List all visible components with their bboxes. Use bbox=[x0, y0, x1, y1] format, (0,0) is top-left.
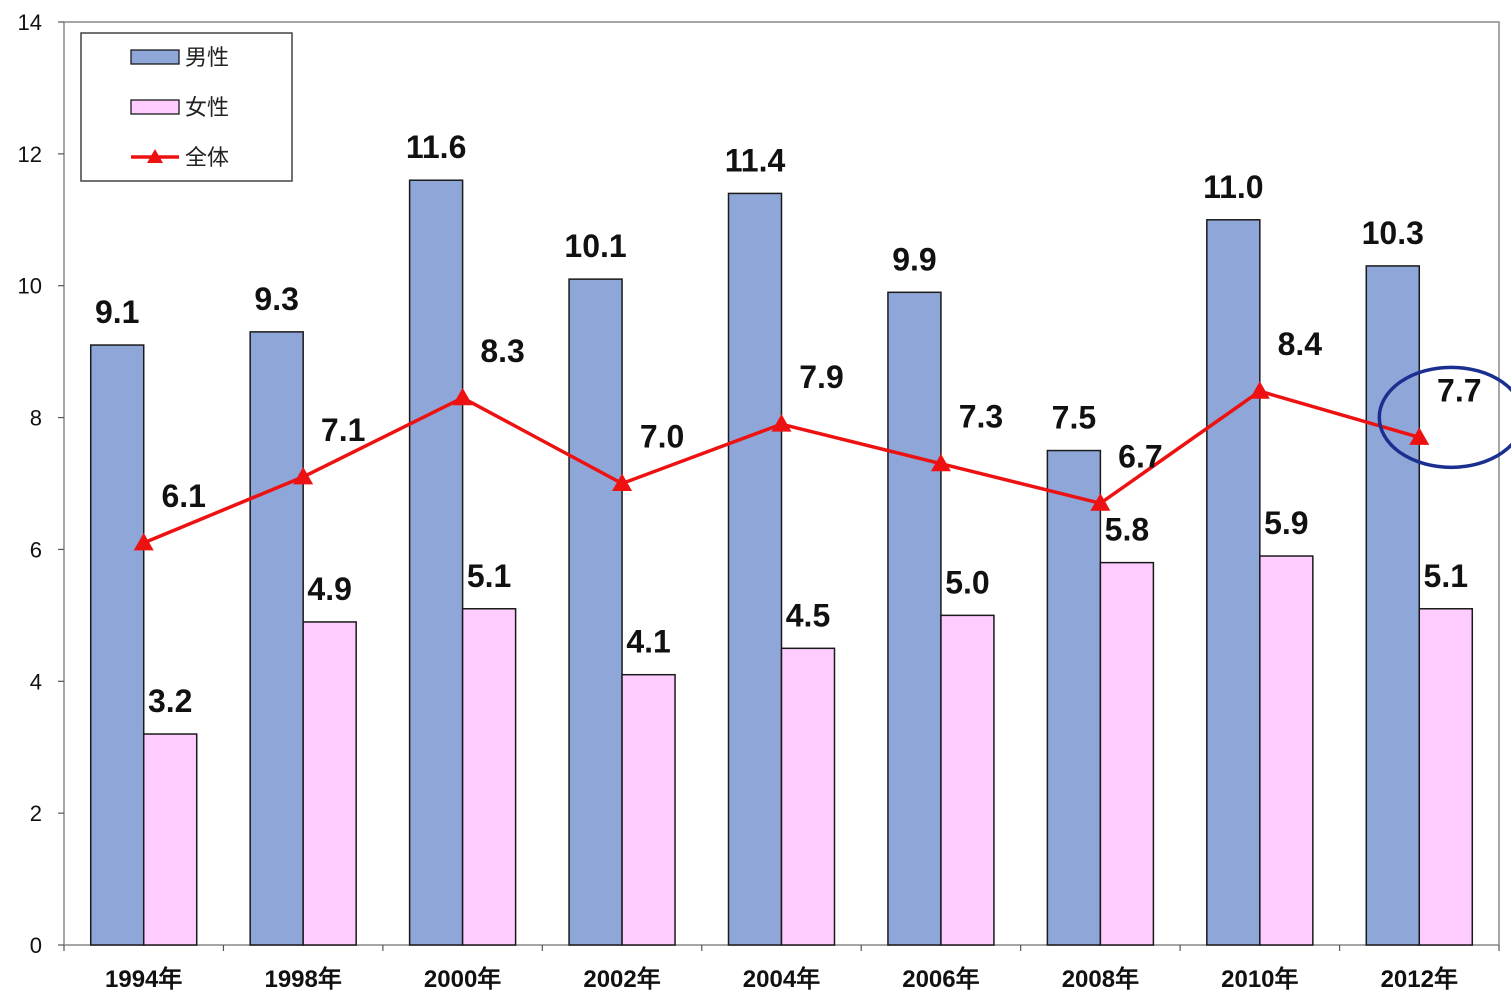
data-label-male: 9.9 bbox=[892, 241, 936, 277]
x-tick-label: 2000年 bbox=[424, 965, 501, 993]
bar-male bbox=[89, 344, 145, 946]
x-tick-label: 1998年 bbox=[264, 965, 341, 993]
data-label-female: 3.2 bbox=[148, 683, 192, 719]
data-label-male: 11.6 bbox=[406, 129, 467, 165]
data-label-male: 9.1 bbox=[95, 294, 139, 330]
line-marker bbox=[612, 473, 633, 491]
x-tick-label: 2006年 bbox=[902, 965, 979, 993]
bar-female bbox=[1099, 561, 1155, 946]
bar-female bbox=[621, 673, 676, 946]
line-marker bbox=[1249, 381, 1270, 399]
y-tick-label: 8 bbox=[30, 406, 42, 431]
bar-male bbox=[1365, 265, 1421, 946]
legend bbox=[80, 32, 293, 182]
bar-male bbox=[1046, 449, 1102, 946]
x-tick-label: 2012年 bbox=[1381, 965, 1458, 993]
data-label-female: 5.8 bbox=[1105, 512, 1149, 548]
y-tick-label: 12 bbox=[18, 142, 42, 167]
data-label-total: 7.1 bbox=[321, 412, 365, 448]
data-label-total: 6.1 bbox=[161, 478, 205, 514]
data-label-total: 6.7 bbox=[1118, 438, 1162, 474]
bar-male bbox=[408, 179, 464, 946]
bar-male bbox=[727, 192, 783, 946]
data-label-total: 7.0 bbox=[640, 419, 684, 455]
data-label-total: 8.3 bbox=[480, 333, 524, 369]
bar-female bbox=[1418, 608, 1474, 946]
legend-label: 女性 bbox=[185, 96, 229, 121]
y-tick-label: 10 bbox=[18, 274, 42, 299]
data-label-total: 7.3 bbox=[959, 399, 1003, 435]
bar-female bbox=[940, 614, 995, 946]
x-tick-label: 2010年 bbox=[1221, 965, 1298, 993]
y-tick-label: 0 bbox=[30, 933, 42, 958]
line-marker bbox=[930, 453, 951, 472]
data-label-female: 4.9 bbox=[307, 571, 351, 607]
x-tick-label: 2002年 bbox=[583, 965, 660, 993]
bar-female bbox=[302, 621, 357, 946]
bar-female bbox=[1259, 555, 1314, 946]
data-label-male: 10.1 bbox=[564, 228, 626, 264]
bar-male bbox=[1206, 219, 1261, 946]
bar-male bbox=[887, 291, 942, 946]
bar-male bbox=[568, 278, 623, 946]
bar-female bbox=[142, 733, 198, 946]
line-marker bbox=[452, 387, 473, 406]
y-tick-label: 6 bbox=[30, 537, 42, 562]
data-label-female: 5.1 bbox=[1424, 558, 1468, 594]
bar-male bbox=[249, 331, 304, 946]
line-marker bbox=[293, 466, 314, 485]
bar-female bbox=[461, 608, 517, 946]
legend-label: 全体 bbox=[185, 146, 229, 171]
x-tick-label: 1994年 bbox=[105, 965, 182, 993]
x-tick-label: 2004年 bbox=[743, 965, 820, 993]
line-marker bbox=[1409, 427, 1430, 445]
data-label-female: 5.0 bbox=[945, 564, 989, 600]
y-tick-label: 2 bbox=[30, 801, 42, 826]
legend-swatch bbox=[130, 49, 180, 65]
data-label-male: 11.0 bbox=[1203, 169, 1264, 205]
line-marker bbox=[771, 414, 792, 432]
data-label-male: 11.4 bbox=[725, 142, 786, 178]
data-label-female: 5.9 bbox=[1264, 505, 1308, 541]
line-marker bbox=[1090, 493, 1111, 511]
y-tick-label: 4 bbox=[30, 669, 42, 694]
data-label-male: 9.3 bbox=[254, 281, 298, 317]
data-label-male: 10.3 bbox=[1362, 215, 1424, 251]
data-label-male: 7.5 bbox=[1052, 400, 1096, 436]
legend-marker bbox=[147, 149, 163, 163]
data-label-total: 7.9 bbox=[799, 359, 843, 395]
legend-label: 男性 bbox=[185, 46, 229, 71]
data-label-female: 5.1 bbox=[467, 558, 511, 594]
data-label-total: 7.7 bbox=[1437, 372, 1481, 408]
data-label-total: 8.4 bbox=[1278, 326, 1323, 362]
legend-swatch bbox=[130, 99, 180, 115]
line-marker bbox=[133, 532, 154, 551]
y-tick-label: 14 bbox=[18, 10, 42, 35]
data-label-female: 4.1 bbox=[626, 624, 670, 660]
data-label-female: 4.5 bbox=[786, 597, 830, 633]
highlight-ellipse bbox=[1377, 365, 1511, 470]
bar-female bbox=[780, 647, 836, 946]
x-tick-label: 2008年 bbox=[1062, 965, 1139, 993]
